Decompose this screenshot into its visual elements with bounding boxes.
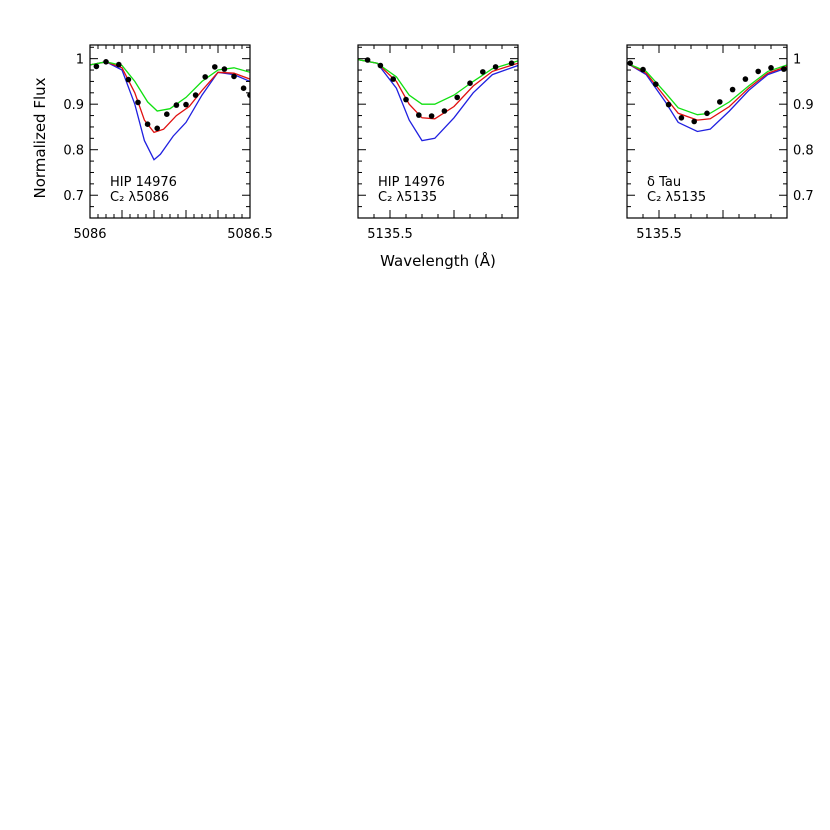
y-axis-label: Normalized Flux [31,77,49,198]
observed-point [768,65,774,71]
observed-point [508,60,515,66]
observed-point [665,101,672,108]
observed-points [627,60,787,125]
observed-point [428,113,435,119]
observed-point [231,73,237,80]
observed-point [454,94,461,101]
observed-point [202,74,208,80]
x-tick-label: 5086.5 [227,227,273,242]
observed-point [364,57,371,63]
observed-point [116,61,122,68]
line-label: C₂ λ5135 [647,190,706,205]
x-tick-label: 5135.5 [636,227,682,242]
observed-point [212,64,218,70]
observed-point [403,96,409,103]
observed-point [247,92,250,98]
model-curves [90,61,250,161]
observed-point [467,80,473,86]
y-tick-label: 1 [76,53,84,68]
observed-point [103,59,109,65]
observed-point [183,101,189,108]
star-name: HIP 14976 [110,175,177,190]
observed-point [144,121,151,127]
green-model-curve [358,58,518,105]
observed-point [717,99,723,105]
observed-point [221,66,228,72]
observed-point [653,81,659,87]
y-tick-label: 1 [793,53,801,68]
observed-point [755,68,761,75]
observed-point [480,69,486,75]
y-tick-label: 0.7 [793,189,814,204]
x-tick-label: 5135.5 [367,227,413,242]
y-tick-label: 0.9 [793,98,814,113]
line-label: C₂ λ5135 [378,190,437,205]
observed-point [377,62,384,69]
observed-point [729,86,736,93]
green-model-curve [627,62,787,116]
observed-point [627,60,633,66]
y-tick-label: 0.8 [793,144,814,159]
y-tick-label: 0.8 [63,144,84,159]
observed-points [93,59,250,132]
observed-point [492,64,499,70]
observed-point [164,111,170,117]
observed-point [640,66,646,73]
star-name: δ Tau [647,175,681,190]
observed-point [192,92,199,98]
x-axis-label: Wavelength (Å) [380,251,496,270]
y-tick-label: 0.7 [63,189,84,204]
observed-points [364,57,515,119]
model-curves [358,58,518,142]
line-label: C₂ λ5086 [110,190,169,205]
observed-point [125,76,132,83]
observed-point [240,85,247,91]
model-curves [627,62,787,133]
observed-point [135,99,141,106]
red-model-curve [358,58,518,120]
blue-model-curve [627,62,787,133]
red-model-curve [90,61,250,134]
observed-point [704,110,710,117]
x-tick-label: 5086 [73,227,106,242]
observed-point [691,118,697,125]
observed-point [742,76,749,82]
observed-point [781,66,787,72]
observed-point [678,115,685,121]
observed-point [441,108,448,114]
y-tick-label: 0.9 [63,98,84,113]
observed-point [416,112,422,118]
observed-point [173,102,180,108]
blue-model-curve [358,58,518,142]
observed-point [390,76,397,82]
star-name: HIP 14976 [378,175,445,190]
observed-point [93,63,100,70]
blue-model-curve [90,61,250,161]
observed-point [154,125,160,132]
